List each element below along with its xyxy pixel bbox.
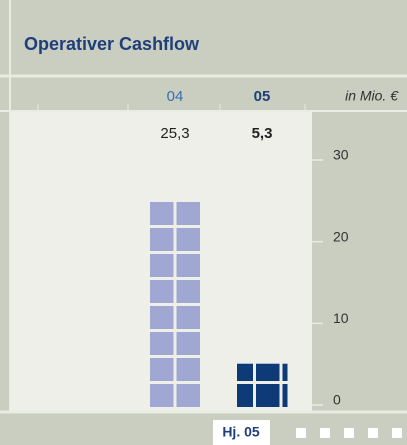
x-tick-label: 04 (167, 88, 184, 105)
y-tick-label: 0 (333, 392, 341, 408)
unit-label: in Mio. € (345, 88, 399, 104)
chart-title: Operativer Cashflow (24, 34, 200, 54)
value-label: 25,3 (160, 125, 189, 142)
footer-box (213, 420, 270, 445)
y-tick-label: 10 (333, 310, 349, 326)
bar (237, 363, 288, 407)
footer-squares (296, 428, 402, 438)
y-tick-label: 20 (333, 228, 349, 244)
value-label: 5,3 (252, 125, 273, 142)
footer-label: Hj. 05 (222, 424, 260, 440)
header-ticks (37, 104, 306, 111)
y-tick-label: 30 (333, 147, 349, 163)
bar (150, 200, 201, 407)
x-tick-label: 05 (254, 88, 271, 105)
